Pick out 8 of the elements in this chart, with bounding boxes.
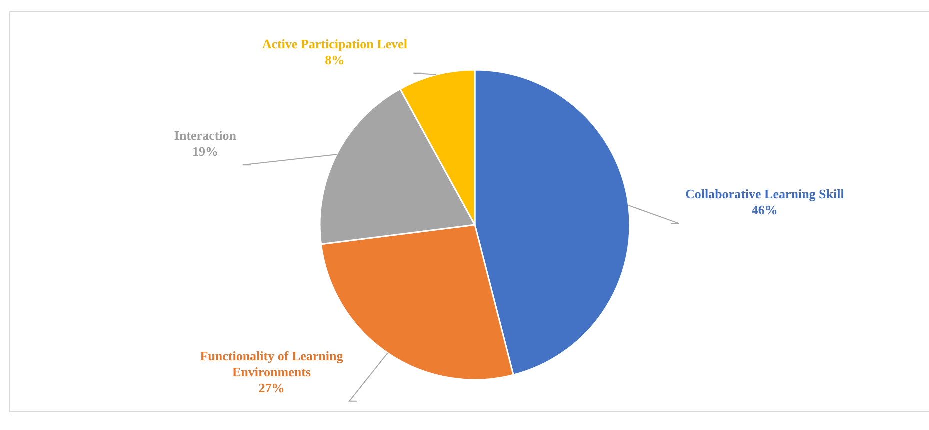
slice-label: Interaction: [174, 128, 238, 144]
slice-label: Functionality of Learning Environments: [200, 348, 344, 380]
slice-label: Active Participation Level: [262, 36, 408, 52]
data-label: 8%: [325, 52, 345, 68]
data-label: 27%: [258, 380, 285, 396]
slice-label: Collaborative Learning Skill: [685, 186, 845, 202]
data-label: 19%: [192, 144, 218, 160]
data-label: 46%: [752, 202, 778, 218]
